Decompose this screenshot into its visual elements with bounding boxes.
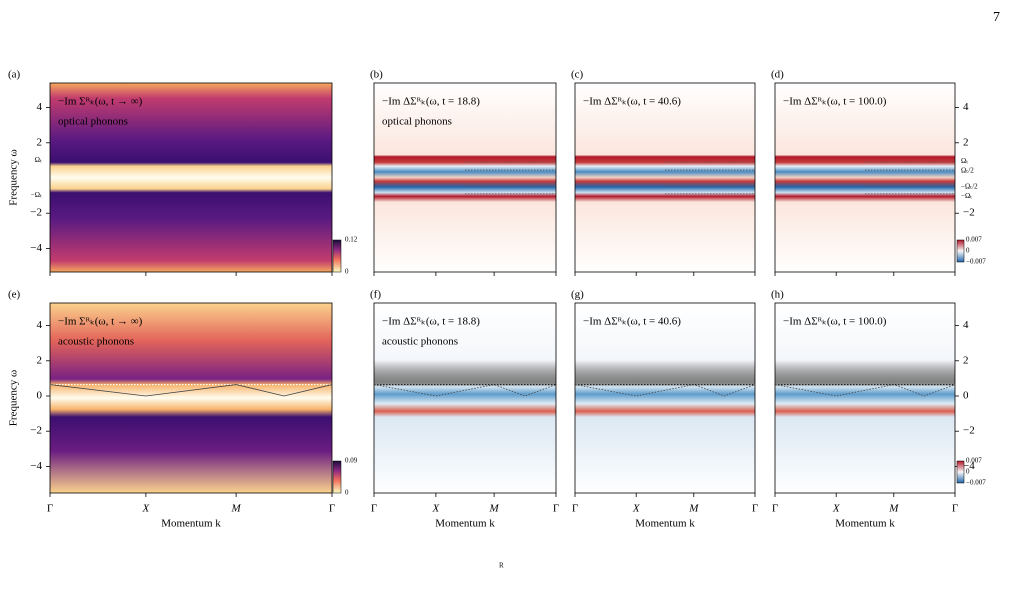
y-tick-label-right: −2 xyxy=(963,425,975,437)
x-axis-label: Momentum k xyxy=(635,518,695,530)
panel-annotation: −Im ΔΣᴿₖ(ω, t = 40.6) xyxy=(583,316,681,328)
panel-annotation: −Im ΔΣᴿₖ(ω, t = 40.6) xyxy=(583,96,681,108)
x-tick-label: Γ xyxy=(772,503,778,515)
heatmap xyxy=(373,302,557,494)
x-tick-label: X xyxy=(432,503,441,515)
colorbar-label: 0.007 xyxy=(966,457,982,465)
x-tick-label: Γ xyxy=(572,503,578,515)
colorbar-label: 0 xyxy=(345,489,349,497)
colorbar-label: 0 xyxy=(966,247,970,255)
y-tick-label-right: 0 xyxy=(963,390,969,402)
y-tick-label: −4 xyxy=(30,460,42,472)
y-tick-label-right: 4 xyxy=(963,319,969,331)
colorbar-label: 0 xyxy=(966,468,970,476)
panel-label: (g) xyxy=(571,289,584,301)
x-axis-label: Momentum k xyxy=(835,518,895,530)
omega-label-right: Ωₜ xyxy=(961,157,968,165)
panel-note: optical phonons xyxy=(382,116,452,128)
colorbar-label: 0.12 xyxy=(345,236,358,244)
colorbar-label: −0.007 xyxy=(966,258,986,266)
page-number: 7 xyxy=(993,10,1000,25)
y-tick-label: −2 xyxy=(30,207,42,219)
dispersion xyxy=(574,384,756,397)
x-axis-label: Momentum k xyxy=(435,518,495,530)
panel-note: acoustic phonons xyxy=(58,336,134,348)
x-tick-label: X xyxy=(142,503,151,515)
dispersion xyxy=(774,384,956,397)
panel-label: (d) xyxy=(771,69,784,81)
panel-annotation: −Im ΔΣᴿₖ(ω, t = 100.0) xyxy=(783,96,887,108)
panel-label: (b) xyxy=(370,69,383,81)
x-tick-label: M xyxy=(231,503,242,515)
colorbar-label: 0.007 xyxy=(966,236,982,244)
heatmap xyxy=(373,82,557,273)
y-tick-label: 2 xyxy=(37,136,43,148)
colorbar xyxy=(332,460,342,494)
x-tick-label: Γ xyxy=(47,503,53,515)
colorbar-label: −0.007 xyxy=(966,479,986,487)
heatmap xyxy=(774,302,956,494)
x-tick-label: Γ xyxy=(752,503,758,515)
panel-note: acoustic phonons xyxy=(382,336,458,348)
heatmap xyxy=(774,82,956,273)
colorbar xyxy=(956,239,965,263)
panel-label: (a) xyxy=(8,69,21,81)
heatmap xyxy=(574,82,756,273)
panel-label: (h) xyxy=(771,289,784,301)
panel-annotation: −Im ΔΣᴿₖ(ω, t = 18.8) xyxy=(382,316,480,328)
x-tick-label: Γ xyxy=(329,503,335,515)
x-tick-label: Γ xyxy=(553,503,559,515)
x-tick-label: M xyxy=(888,503,899,515)
panel-annotation: −Im ΔΣᴿₖ(ω, t = 18.8) xyxy=(382,96,480,108)
panel-annotation: −Im ΔΣᴿₖ(ω, t = 100.0) xyxy=(783,316,887,328)
colorbar-label: 0 xyxy=(345,268,349,276)
colorbar xyxy=(956,460,965,484)
panel-label: (e) xyxy=(8,289,21,301)
panel-annotation: −Im Σᴿₖ(ω, t → ∞) xyxy=(58,316,143,328)
y-tick-label: 0 xyxy=(37,390,43,402)
heatmap xyxy=(574,302,756,494)
y-tick-label-right: 2 xyxy=(963,136,969,148)
x-tick-label: M xyxy=(489,503,500,515)
colorbar-label: 0.09 xyxy=(345,457,358,465)
heatmap xyxy=(49,82,333,273)
panel-annotation: −Im Σᴿₖ(ω, t → ∞) xyxy=(58,96,143,108)
y-axis-label: Frequency ω xyxy=(8,149,20,205)
y-tick-label: 2 xyxy=(37,354,43,366)
x-tick-label: X xyxy=(832,503,841,515)
y-tick-label-right: −4 xyxy=(963,460,975,472)
dispersion xyxy=(373,384,557,397)
omega-label: −Ωₜ xyxy=(31,191,42,199)
heatmap xyxy=(49,302,333,494)
y-tick-label: −2 xyxy=(30,425,42,437)
y-tick-label: 4 xyxy=(37,319,43,331)
y-tick-label-right: 4 xyxy=(963,101,969,113)
omega-label-right: −Ωₜ/2 xyxy=(961,182,978,190)
x-axis-label: Momentum k xyxy=(161,518,221,530)
omega-label-right: Ωₜ/2 xyxy=(961,167,974,175)
y-tick-label: −4 xyxy=(30,242,42,254)
y-tick-label: 4 xyxy=(37,101,43,113)
y-tick-label-right: 2 xyxy=(963,354,969,366)
omega-label: Ωₜ xyxy=(35,156,42,164)
panel-label: (f) xyxy=(370,289,381,301)
omega-label-right: −Ωₜ xyxy=(961,192,972,200)
dispersion xyxy=(49,384,333,397)
x-tick-label: Γ xyxy=(952,503,958,515)
x-tick-label: X xyxy=(632,503,641,515)
x-tick-label: M xyxy=(688,503,699,515)
y-axis-label: Frequency ω xyxy=(8,370,20,426)
colorbar xyxy=(332,239,342,273)
panel-label: (c) xyxy=(571,69,584,81)
panel-note: optical phonons xyxy=(58,116,128,128)
x-tick-label: Γ xyxy=(371,503,377,515)
caption-fragment: R xyxy=(499,562,504,570)
y-tick-label-right: −2 xyxy=(963,207,975,219)
